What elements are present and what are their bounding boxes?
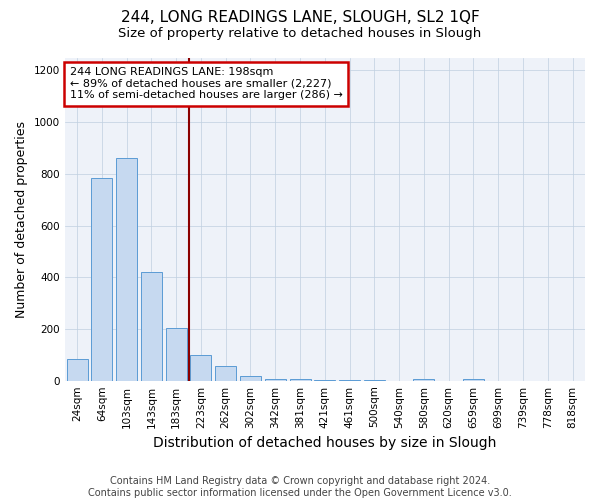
Bar: [67, 358, 88, 380]
Text: Contains HM Land Registry data © Crown copyright and database right 2024.
Contai: Contains HM Land Registry data © Crown c…: [88, 476, 512, 498]
Text: 244, LONG READINGS LANE, SLOUGH, SL2 1QF: 244, LONG READINGS LANE, SLOUGH, SL2 1QF: [121, 10, 479, 25]
Bar: [463, 378, 484, 380]
Text: 244 LONG READINGS LANE: 198sqm
← 89% of detached houses are smaller (2,227)
11% : 244 LONG READINGS LANE: 198sqm ← 89% of …: [70, 67, 343, 100]
Text: Size of property relative to detached houses in Slough: Size of property relative to detached ho…: [118, 28, 482, 40]
Bar: [190, 355, 211, 380]
Bar: [240, 376, 261, 380]
Bar: [141, 272, 162, 380]
Bar: [413, 378, 434, 380]
Bar: [91, 178, 112, 380]
Bar: [166, 328, 187, 380]
Bar: [215, 366, 236, 380]
Y-axis label: Number of detached properties: Number of detached properties: [15, 120, 28, 318]
X-axis label: Distribution of detached houses by size in Slough: Distribution of detached houses by size …: [153, 436, 497, 450]
Bar: [116, 158, 137, 380]
Bar: [265, 378, 286, 380]
